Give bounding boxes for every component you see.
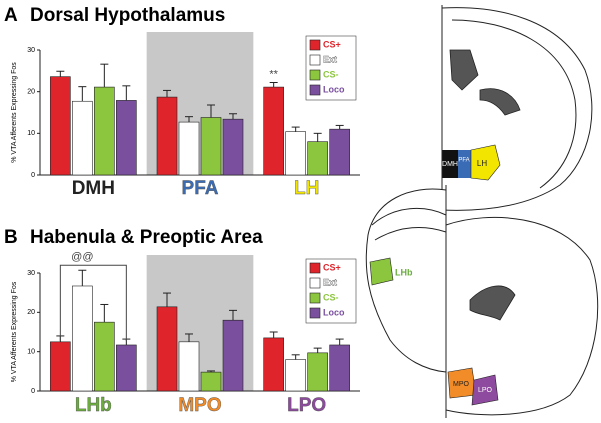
legend-swatch [309, 277, 321, 289]
ventricle-lower [469, 285, 516, 321]
legend-label: Ext [323, 54, 337, 64]
diagram-label: PFA [458, 158, 469, 164]
lpo-region [471, 374, 499, 406]
ventricle [449, 49, 479, 91]
annotation: ** [269, 68, 278, 80]
diagram-label: LHb [395, 267, 413, 277]
bar [156, 306, 178, 392]
diagram-label: LPO [478, 387, 493, 394]
hippocampus [371, 207, 447, 241]
bar [156, 96, 178, 176]
category-label: LH [294, 178, 319, 199]
y-tick-label: 20 [27, 89, 35, 96]
category-label: LHb [75, 395, 112, 416]
y-tick-label: 30 [27, 270, 35, 277]
bar [285, 131, 306, 176]
bar [94, 86, 115, 176]
bar [94, 321, 115, 392]
bar [222, 319, 244, 392]
significance-bracket [59, 264, 127, 341]
pfa-region [458, 150, 471, 178]
bar [307, 141, 328, 176]
bar [72, 100, 93, 176]
diagram-label: DMH [442, 161, 458, 168]
y-tick-label: 10 [27, 349, 35, 356]
bar [263, 86, 284, 176]
legend-swatch [309, 307, 321, 319]
y-axis-label: % VTA Afferents Expressing Fos [11, 62, 18, 163]
diagram-label: MPO [453, 381, 470, 388]
bar [72, 285, 93, 392]
legend-label: Loco [323, 307, 345, 317]
legend-swatch [309, 84, 321, 96]
legend-swatch [309, 262, 321, 274]
category-label: LPO [287, 395, 326, 416]
legend-swatch [309, 54, 321, 66]
bar [222, 118, 244, 176]
brain-section-bottom-right [445, 216, 599, 416]
y-tick-label: 0 [31, 172, 35, 179]
brain-diagrams: DMH PFA LH LHb MPO LPO [365, 5, 599, 418]
panel-label: B [4, 227, 18, 248]
legend-label: CS- [323, 292, 339, 302]
y-tick-label: 0 [31, 388, 35, 395]
legend: CS+ Ext CS- Loco [305, 258, 357, 324]
legend-label: Ext [323, 277, 337, 287]
bar [200, 371, 222, 392]
bar [50, 76, 71, 176]
fiber-tract [479, 88, 521, 116]
diagram-label: LH [477, 159, 487, 168]
annotation: @@ [71, 251, 93, 263]
bar [263, 337, 284, 392]
legend-swatch [309, 292, 321, 304]
chart-title: Habenula & Preoptic Area [30, 227, 263, 248]
y-tick-label: 20 [27, 309, 35, 316]
lh-region [470, 144, 501, 181]
y-axis-label: % VTA Afferents Expressing Fos [11, 281, 18, 382]
bar [178, 121, 200, 176]
bar [200, 117, 222, 176]
chart-title: Dorsal Hypothalamus [30, 5, 225, 26]
y-tick-label: 30 [27, 47, 35, 54]
legend: CS+ Ext CS- Loco [305, 35, 357, 101]
legend-swatch [309, 69, 321, 81]
bar [116, 100, 137, 176]
category-label: DMH [72, 178, 115, 199]
bar [329, 344, 350, 392]
panel-label: A [4, 5, 18, 26]
bar [178, 341, 200, 392]
legend-label: CS+ [323, 262, 341, 272]
bar [50, 341, 71, 392]
bar [116, 344, 137, 392]
legend-label: CS+ [323, 39, 341, 49]
bar [307, 352, 328, 392]
lhb-region [369, 257, 394, 286]
category-label: MPO [178, 395, 221, 416]
category-label: PFA [182, 178, 219, 199]
legend-label: Loco [323, 84, 345, 94]
legend-label: CS- [323, 69, 339, 79]
legend-swatch [309, 39, 321, 51]
bar [285, 359, 306, 392]
bar [329, 128, 350, 176]
dmh-region [442, 150, 458, 178]
y-tick-label: 10 [27, 130, 35, 137]
